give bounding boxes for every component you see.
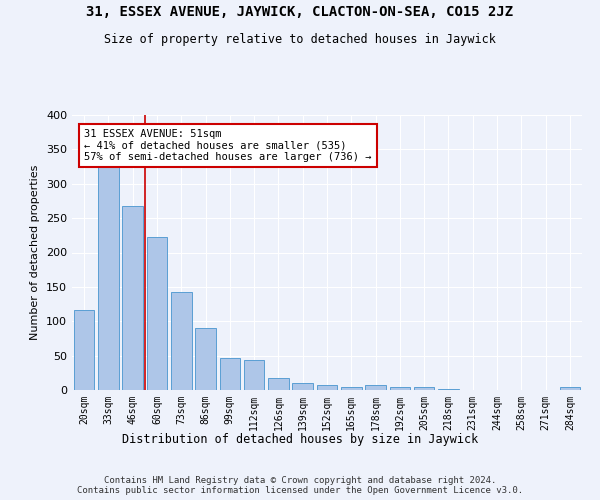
Text: 31, ESSEX AVENUE, JAYWICK, CLACTON-ON-SEA, CO15 2JZ: 31, ESSEX AVENUE, JAYWICK, CLACTON-ON-SE… bbox=[86, 5, 514, 19]
Text: Size of property relative to detached houses in Jaywick: Size of property relative to detached ho… bbox=[104, 32, 496, 46]
Bar bbox=[74, 310, 94, 390]
Bar bbox=[292, 383, 313, 390]
Bar bbox=[122, 206, 143, 390]
Text: Contains HM Land Registry data © Crown copyright and database right 2024.
Contai: Contains HM Land Registry data © Crown c… bbox=[77, 476, 523, 495]
Bar bbox=[195, 328, 216, 390]
Bar bbox=[244, 360, 265, 390]
Bar bbox=[98, 162, 119, 390]
Bar bbox=[341, 386, 362, 390]
Bar bbox=[171, 292, 191, 390]
Bar bbox=[389, 387, 410, 390]
Bar bbox=[220, 358, 240, 390]
Bar bbox=[414, 387, 434, 390]
Text: Distribution of detached houses by size in Jaywick: Distribution of detached houses by size … bbox=[122, 432, 478, 446]
Y-axis label: Number of detached properties: Number of detached properties bbox=[31, 165, 40, 340]
Bar bbox=[317, 385, 337, 390]
Bar bbox=[365, 385, 386, 390]
Bar bbox=[268, 378, 289, 390]
Bar bbox=[560, 386, 580, 390]
Bar bbox=[146, 236, 167, 390]
Text: 31 ESSEX AVENUE: 51sqm
← 41% of detached houses are smaller (535)
57% of semi-de: 31 ESSEX AVENUE: 51sqm ← 41% of detached… bbox=[85, 128, 372, 162]
